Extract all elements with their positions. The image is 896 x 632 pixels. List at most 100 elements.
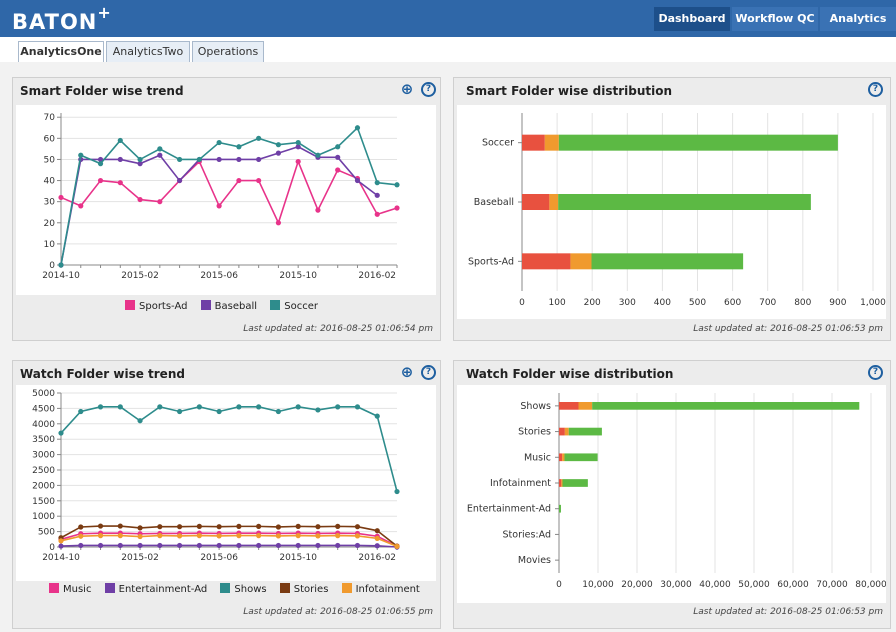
- data-point: [354, 533, 361, 539]
- bar-segment: [549, 194, 559, 210]
- y-tick-label: 1000: [32, 512, 55, 522]
- data-point: [137, 525, 143, 531]
- data-point: [256, 533, 262, 539]
- tab-analytics-one[interactable]: AnalyticsOne: [18, 41, 104, 63]
- data-point: [97, 542, 104, 549]
- data-point: [196, 156, 202, 163]
- data-point: [97, 161, 104, 167]
- data-point: [78, 408, 84, 415]
- y-tick-label: 10: [44, 240, 56, 250]
- legend-item-sports-ad[interactable]: Sports-Ad: [125, 300, 187, 312]
- data-point: [157, 404, 163, 410]
- data-point: [275, 142, 282, 148]
- legend-item-stories[interactable]: Stories: [279, 583, 328, 595]
- data-point: [275, 150, 282, 156]
- nav-workflow-qc[interactable]: Workflow QC: [732, 7, 818, 31]
- last-updated-text: Last updated at: 2016-08-25 01:06:53 pm: [693, 324, 883, 334]
- data-point: [374, 528, 380, 534]
- app-header: BATON+ Dashboard Workflow QC Analytics: [0, 0, 896, 37]
- data-point: [78, 152, 84, 158]
- series-line-shows: [60, 405, 398, 492]
- data-point: [295, 158, 301, 165]
- data-point: [394, 205, 400, 211]
- bar-segment: [558, 194, 811, 210]
- legend-item-shows[interactable]: Shows: [220, 583, 267, 595]
- data-point: [176, 177, 183, 184]
- baton-logo[interactable]: BATON+: [12, 3, 112, 34]
- legend-item-music[interactable]: Music: [49, 583, 91, 595]
- y-tick-label: Stories:Ad: [503, 529, 551, 540]
- help-icon[interactable]: ?: [868, 365, 883, 380]
- data-point: [374, 535, 380, 541]
- legend-item-soccer[interactable]: Soccer: [270, 300, 318, 312]
- bar-segment: [544, 134, 559, 151]
- data-point: [196, 542, 202, 549]
- data-point: [295, 144, 301, 150]
- bar-segment: [559, 453, 563, 462]
- y-tick-label: 40: [44, 177, 56, 187]
- help-icon[interactable]: ?: [421, 365, 436, 380]
- data-point: [295, 523, 301, 529]
- nav-analytics[interactable]: Analytics: [820, 7, 896, 31]
- data-point: [117, 523, 123, 529]
- bar-segment: [564, 427, 569, 436]
- data-point: [374, 543, 380, 549]
- data-point: [216, 408, 222, 415]
- x-tick-label: 100: [549, 298, 566, 308]
- tab-analytics-two[interactable]: AnalyticsTwo: [106, 41, 190, 62]
- x-tick-label: 2015-06: [200, 271, 238, 281]
- legend-item-infotainment[interactable]: Infotainment: [341, 583, 420, 595]
- x-tick-label: 500: [689, 298, 706, 308]
- data-point: [374, 413, 380, 419]
- data-point: [394, 543, 400, 549]
- data-point: [354, 177, 361, 184]
- data-point: [394, 182, 400, 188]
- x-tick-label: 2015-06: [200, 553, 238, 563]
- data-point: [374, 180, 380, 186]
- smart-folder-trend-panel: Smart Folder wise trend ⊕ ? 0 10 20 30 40 50 6…: [12, 77, 441, 341]
- data-point: [196, 523, 202, 529]
- watch-folder-distribution-chart: 0 10,000 20,000 30,000 40,000 50,000 60,000 70,…: [467, 393, 887, 590]
- data-point: [157, 542, 163, 549]
- y-tick-label: 0: [49, 543, 55, 553]
- bar-segment: [578, 402, 593, 410]
- panel-title: Watch Folder wise distribution: [466, 367, 674, 381]
- last-updated-text: Last updated at: 2016-08-25 01:06:53 pm: [693, 607, 883, 617]
- data-point: [354, 125, 361, 131]
- data-point: [315, 524, 321, 530]
- data-point: [58, 538, 64, 544]
- help-icon[interactable]: ?: [421, 82, 436, 97]
- zoom-in-icon[interactable]: ⊕: [400, 80, 414, 98]
- tab-operations[interactable]: Operations: [192, 41, 264, 62]
- data-point: [157, 524, 163, 530]
- legend-item-baseball[interactable]: Baseball: [200, 300, 257, 312]
- legend-item-entertainment-ad[interactable]: Entertainment-Ad: [104, 583, 207, 595]
- bar-segment: [522, 194, 550, 210]
- zoom-in-icon[interactable]: ⊕: [400, 363, 414, 381]
- y-tick-label: 5000: [32, 389, 55, 399]
- y-tick-label: 1500: [32, 497, 55, 507]
- y-tick-label: 70: [44, 113, 56, 123]
- data-point: [236, 533, 242, 539]
- y-tick-label: Soccer: [482, 138, 514, 149]
- y-tick-label: 60: [44, 134, 56, 144]
- data-point: [137, 161, 143, 167]
- data-point: [196, 404, 202, 410]
- data-point: [97, 404, 104, 410]
- data-point: [315, 407, 321, 413]
- bar-segment: [559, 402, 579, 410]
- help-icon[interactable]: ?: [868, 82, 883, 97]
- data-point: [117, 180, 123, 186]
- data-point: [315, 542, 321, 549]
- bar-segment: [562, 479, 588, 487]
- data-point: [236, 542, 242, 549]
- data-point: [176, 524, 183, 530]
- x-tick-label: 2015-02: [121, 271, 159, 281]
- y-tick-label: 500: [38, 528, 55, 538]
- y-tick-label: Baseball: [474, 197, 514, 208]
- data-point: [256, 404, 262, 410]
- data-point: [216, 139, 222, 146]
- data-point: [78, 524, 84, 530]
- data-point: [236, 144, 242, 150]
- nav-dashboard[interactable]: Dashboard: [654, 7, 730, 31]
